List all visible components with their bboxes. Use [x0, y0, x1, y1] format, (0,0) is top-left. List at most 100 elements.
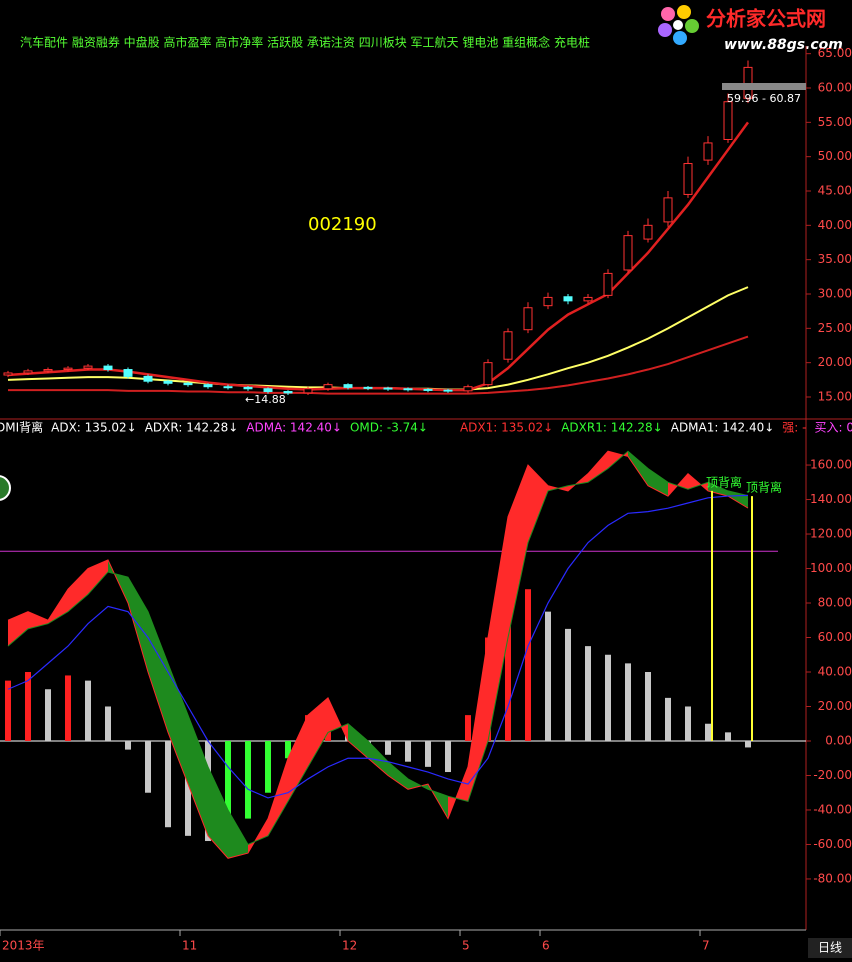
- candle-body: [503, 331, 513, 360]
- period: 日线: [818, 941, 842, 955]
- histogram-bar: [445, 740, 451, 773]
- histogram-bar: [225, 740, 231, 836]
- candle-body: [283, 391, 293, 394]
- histogram-bar: [85, 680, 91, 741]
- petal: [677, 5, 691, 19]
- y-tick-label: 15.00: [818, 390, 852, 404]
- adx-band: [348, 723, 368, 759]
- candle-body: [303, 388, 313, 394]
- header-label: ADMA: 142.40↓: [246, 421, 342, 435]
- candle-body: [343, 384, 353, 388]
- histogram-bar: [105, 706, 111, 741]
- candle-body: [703, 142, 713, 161]
- y-tick-label: 50.00: [818, 149, 852, 163]
- y-tick-label: 45.00: [818, 184, 852, 198]
- y-tick-label: 25.00: [818, 321, 852, 335]
- header-label: ADX: 135.02↓: [51, 421, 137, 435]
- candle-body: [423, 388, 433, 391]
- indicator-badge: [0, 475, 11, 501]
- candle-body: [643, 224, 653, 240]
- candle-body: [163, 380, 173, 384]
- histogram-bar: [285, 740, 291, 759]
- x-tick-label: 5: [462, 939, 470, 953]
- candle-body: [123, 369, 133, 377]
- adx-band: [8, 611, 28, 647]
- candle-body: [243, 386, 253, 390]
- stock-code: 002190: [308, 214, 377, 235]
- histogram-bar: [145, 740, 151, 793]
- period-box: [808, 938, 852, 958]
- histogram-bar: [605, 654, 611, 741]
- adx-band: [708, 482, 728, 497]
- y-tick-label: 20.00: [818, 699, 852, 713]
- histogram-bar: [625, 663, 631, 741]
- flower-center: [673, 20, 683, 30]
- price-annotation: 59.96 - 60.87: [727, 92, 801, 105]
- candle-body: [583, 296, 593, 302]
- histogram-bar: [405, 740, 411, 762]
- candle-body: [83, 365, 93, 369]
- candle-body: [363, 386, 373, 389]
- y-tick-label: 30.00: [818, 287, 852, 301]
- candle-body: [723, 101, 733, 140]
- histogram-bar: [165, 740, 171, 828]
- y-tick-label: -40.00: [813, 802, 852, 816]
- candle-body: [183, 382, 193, 386]
- x-tick-label: 7: [702, 939, 710, 953]
- signal-label: 顶背离: [706, 474, 742, 489]
- petal: [658, 23, 672, 37]
- adx-band: [88, 559, 108, 595]
- candle-body: [223, 386, 233, 389]
- histogram-bar: [45, 689, 51, 741]
- y-tick-label: 60.00: [818, 630, 852, 644]
- candle-body: [103, 365, 113, 371]
- adx-band: [388, 761, 408, 790]
- histogram-bar: [25, 672, 31, 741]
- logo-url: www.88gs.com: [724, 37, 843, 53]
- histogram-bar: [265, 740, 271, 793]
- y-tick-label: 20.00: [818, 355, 852, 369]
- histogram-bar: [565, 628, 571, 741]
- adx-band: [268, 758, 288, 836]
- petal: [661, 7, 675, 21]
- candle-body: [403, 388, 413, 391]
- low-annotation: ←14.88: [245, 393, 286, 406]
- histogram-bar: [425, 740, 431, 767]
- histogram-bar: [685, 706, 691, 741]
- y-tick-label: -80.00: [813, 871, 852, 885]
- x-tick-label: 2013年: [2, 939, 45, 953]
- y-tick-label: 55.00: [818, 115, 852, 129]
- adma-line: [7, 494, 749, 799]
- candle-body: [383, 387, 393, 390]
- adx-band: [288, 715, 308, 802]
- signal-label: 顶背离: [746, 480, 782, 495]
- candle-body: [443, 389, 453, 392]
- adx-band: [168, 663, 188, 785]
- adx-band: [228, 809, 248, 859]
- adx-band: [368, 740, 388, 776]
- header-label: DMI背离: [0, 420, 43, 435]
- header-label: 强: -: [782, 421, 806, 435]
- y-tick-label: 40.00: [818, 665, 852, 679]
- histogram-bar: [465, 715, 471, 741]
- y-tick-label: 60.00: [818, 81, 852, 95]
- y-tick-label: -60.00: [813, 837, 852, 851]
- candle-body: [463, 386, 473, 392]
- adx-band: [648, 468, 668, 497]
- header-label: ADX1: 135.02↓: [460, 421, 553, 435]
- histogram-bar: [65, 675, 71, 741]
- petal: [685, 19, 699, 33]
- logo: 分析家公式网 www.88gs.com: [658, 5, 843, 53]
- adx-band: [588, 451, 608, 483]
- adx-band: [468, 637, 488, 802]
- histogram-bar: [665, 697, 671, 741]
- y-tick-label: 35.00: [818, 252, 852, 266]
- moving-average: [8, 335, 749, 395]
- histogram-bar: [5, 680, 11, 741]
- x-tick-label: 11: [182, 939, 197, 953]
- histogram-bar: [705, 723, 711, 741]
- adx-band: [68, 568, 88, 612]
- candle-body: [683, 163, 693, 195]
